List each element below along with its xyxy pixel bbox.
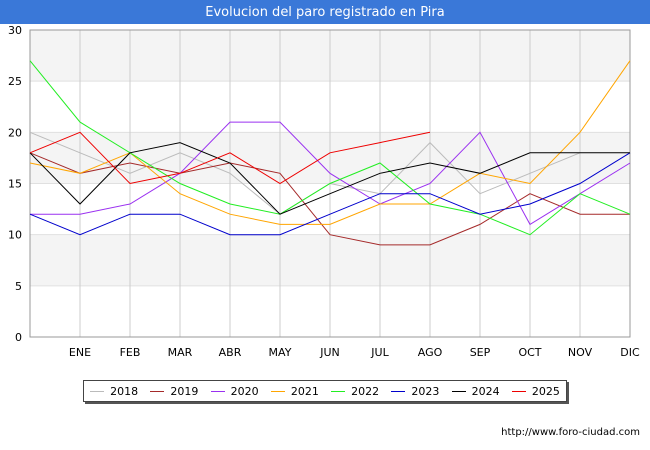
legend-swatch [90,390,105,392]
series-line-2024 [29,142,630,215]
y-tick-label: 10 [8,229,22,242]
legend-label: 2025 [531,384,560,398]
legend-item-2023: 2023 [391,385,439,398]
y-tick-label: 5 [15,280,22,293]
legend-item-2022: 2022 [331,385,379,398]
x-tick-label: OCT [518,346,541,359]
x-tick-label: JUL [370,346,389,359]
legend-swatch [270,390,285,392]
y-tick-label: 20 [8,126,22,139]
series-line-2023 [29,152,631,236]
series-line-2025 [29,131,431,185]
legend-item-2020: 2020 [210,384,259,398]
legend-swatch [150,390,165,392]
x-tick-label: AGO [418,346,443,359]
plot-area [29,29,631,338]
legend-swatch [210,390,225,392]
legend-item-2018: 2018 [90,385,138,398]
legend-label: 2019 [170,384,199,398]
legend-swatch [331,390,346,392]
source-credit: http://www.foro-ciudad.com [501,427,640,438]
x-tick-label: SEP [470,346,491,359]
legend-item-2019: 2019 [150,385,198,398]
legend-swatch [391,390,406,392]
y-tick-label: 15 [8,178,22,191]
legend-label: 2021 [290,384,319,398]
x-tick-label: FEB [120,346,141,359]
y-tick-label: 25 [8,75,22,88]
x-tick-label: NOV [568,346,593,359]
y-tick-label: 30 [8,24,22,37]
chart-title: Evolucion del paro registrado en Pira [0,0,650,24]
x-tick-label: JUN [319,346,340,359]
legend-item-2021: 2021 [270,384,319,398]
x-tick-label: ABR [219,346,242,359]
legend-item-2024: 2024 [451,384,500,398]
series-line-2019 [29,152,630,246]
legend-swatch [451,390,466,392]
x-tick-label: DIC [620,346,640,359]
legend-label: 2020 [230,384,259,398]
legend-label: 2023 [411,384,440,398]
y-tick-label: 0 [15,331,22,344]
series-line-2020 [30,121,631,226]
chart-legend: 2018 2019 2020 2021 2022 2023 2024 2025 [83,380,567,402]
legend-label: 2022 [351,384,380,398]
legend-label: 2024 [471,384,500,398]
x-tick-label: MAY [269,346,292,359]
legend-swatch [511,390,526,392]
x-tick-label: MAR [168,346,193,359]
legend-label: 2018 [110,384,139,398]
x-tick-label: ENE [69,346,91,359]
legend-item-2025: 2025 [511,384,560,398]
